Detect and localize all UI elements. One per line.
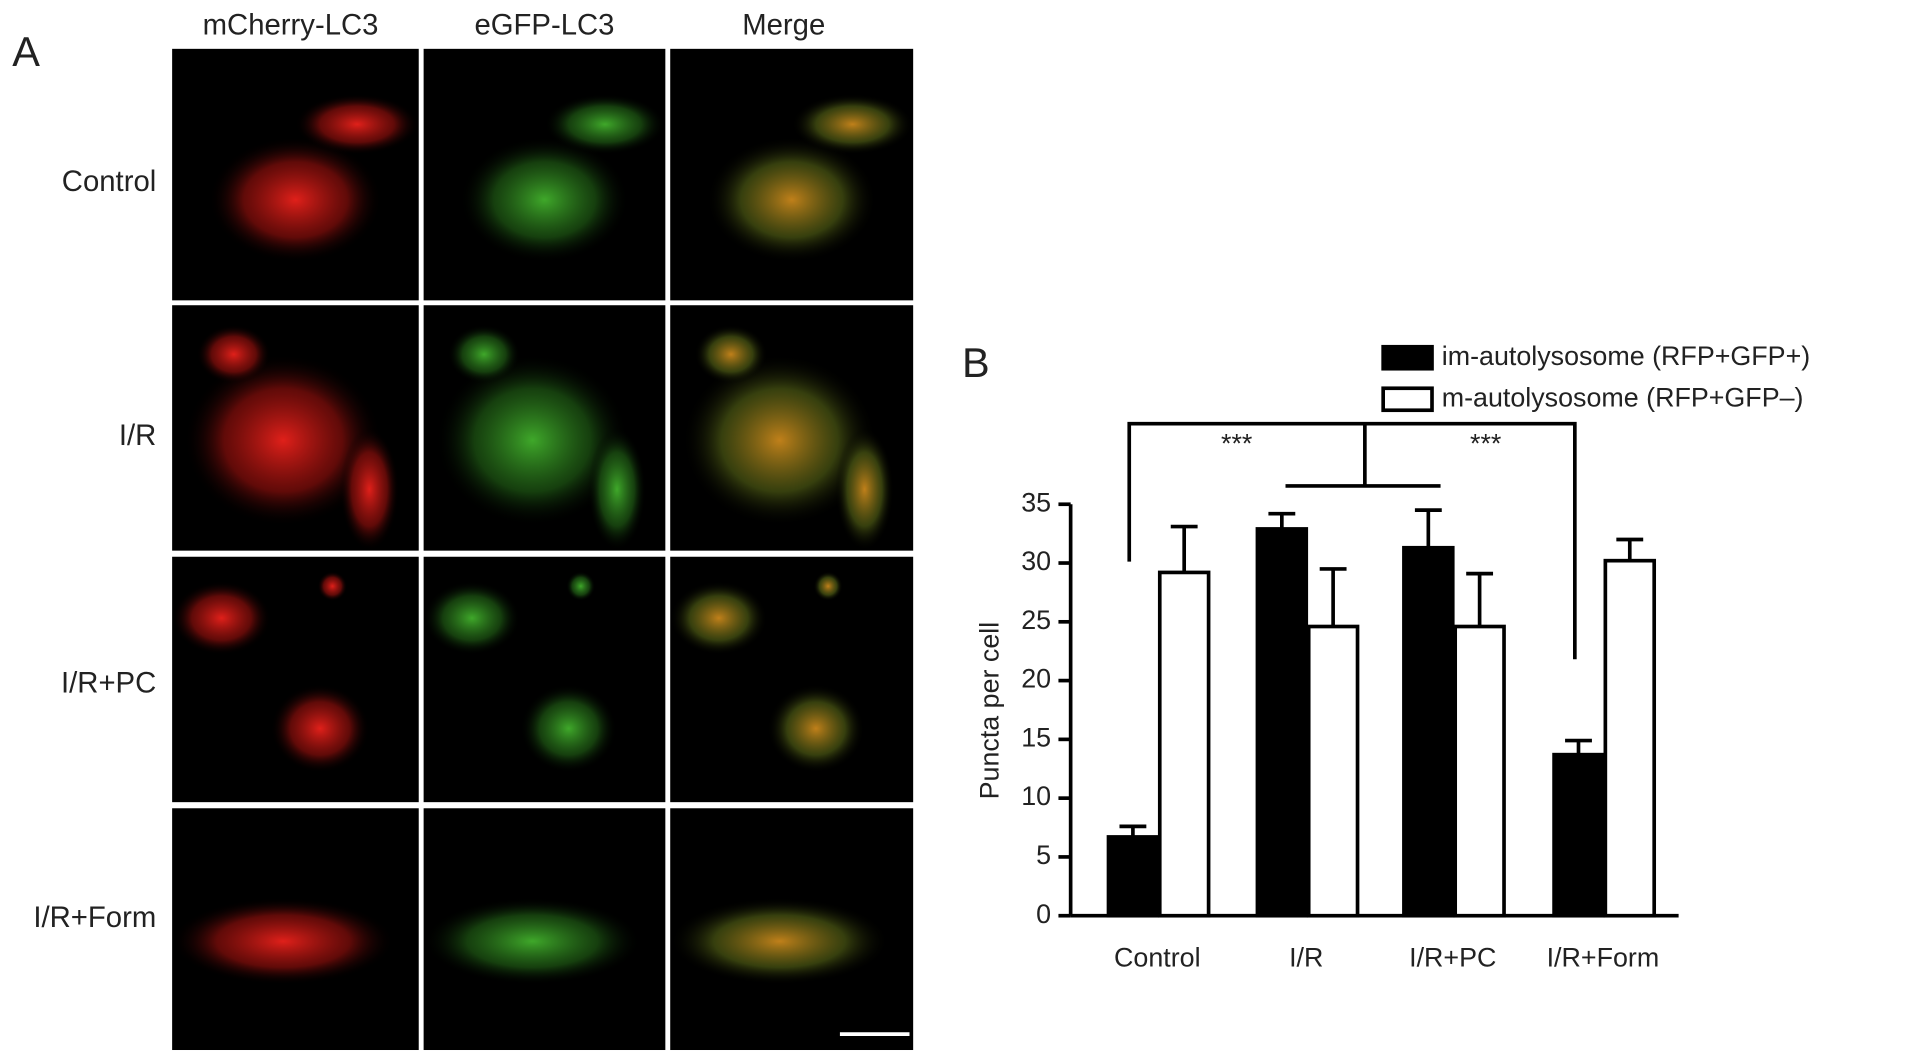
bar: [1453, 624, 1506, 918]
cell: [791, 94, 914, 155]
bar: [1106, 835, 1160, 918]
x-tick-label: I/R: [1289, 943, 1323, 973]
bar: [1255, 527, 1309, 918]
cell: [670, 897, 889, 985]
cell: [835, 427, 894, 551]
y-tick-label: 35: [1021, 487, 1051, 517]
cell: [520, 684, 617, 773]
bracket: [1127, 421, 1577, 660]
significance-brackets: [1127, 421, 1577, 660]
cell: [566, 571, 596, 601]
y-tick-label: 5: [1036, 840, 1051, 870]
significance: ***: [1221, 429, 1253, 459]
row-label: I/R+PC: [61, 667, 156, 700]
cell: [544, 94, 666, 155]
cell: [682, 354, 877, 527]
row-label: Control: [62, 165, 156, 198]
column-header: mCherry-LC3: [203, 9, 379, 42]
y-axis-title: Puncta per cell: [974, 622, 1004, 800]
legend-label: m-autolysosome (RFP+GFP–): [1442, 382, 1804, 412]
legend-swatch: [1381, 344, 1434, 371]
cell: [813, 571, 843, 601]
bracket: [1285, 423, 1441, 488]
cell: [767, 684, 865, 773]
cell: [694, 324, 768, 384]
y-tick-label: 30: [1021, 546, 1051, 576]
bar: [1157, 570, 1211, 918]
x-tick-label: I/R+Form: [1547, 943, 1660, 973]
micrographs: [172, 48, 914, 1051]
cell: [209, 136, 382, 263]
y-tick-label: 20: [1021, 664, 1051, 694]
row-label: I/R+Form: [33, 901, 156, 934]
cell: [270, 684, 370, 773]
cell: [459, 136, 630, 263]
legend-swatch: [1381, 386, 1434, 413]
y-tick-label: 25: [1021, 605, 1051, 635]
y-tick-label: 10: [1021, 781, 1051, 811]
panel-label: B: [962, 339, 990, 386]
row-label: I/R: [119, 419, 156, 452]
legend-label: im-autolysosome (RFP+GFP+): [1442, 341, 1810, 371]
bar: [1552, 752, 1605, 918]
bar: [1603, 558, 1657, 918]
y-tick-label: 15: [1021, 722, 1051, 752]
cell: [295, 94, 419, 155]
cell: [435, 354, 630, 527]
bar: [1306, 624, 1360, 918]
cell: [172, 897, 395, 985]
cell: [423, 581, 521, 655]
cell: [196, 324, 271, 384]
cell: [670, 581, 768, 655]
y-tick-label: 0: [1036, 899, 1051, 929]
cell: [172, 581, 271, 655]
cell: [184, 354, 382, 527]
cell: [587, 427, 647, 551]
cell: [339, 427, 400, 551]
cell: [423, 897, 642, 985]
column-header: eGFP-LC3: [474, 9, 614, 42]
x-tick-label: Control: [1114, 943, 1201, 973]
cell: [447, 324, 521, 384]
column-header: Merge: [742, 9, 825, 42]
cell: [706, 136, 877, 263]
significance: ***: [1470, 429, 1502, 459]
cell: [317, 571, 348, 601]
panel-label: A: [12, 28, 40, 75]
bar: [1402, 545, 1455, 918]
x-tick-label: I/R+PC: [1409, 943, 1496, 973]
